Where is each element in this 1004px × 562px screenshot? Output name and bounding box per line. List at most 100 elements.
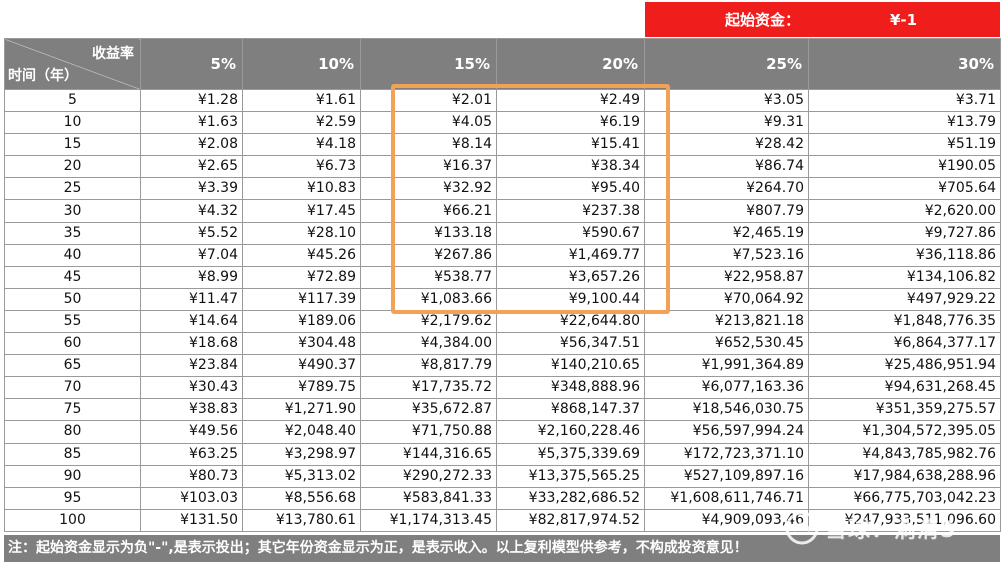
table-row: 35 ¥5.52 ¥28.10 ¥133.18 ¥590.67 ¥2,465.19 ¥9,7… bbox=[4, 221, 1001, 245]
value-cell: ¥264.70 bbox=[644, 177, 809, 201]
value-cell: ¥304.48 bbox=[242, 332, 361, 356]
value-cell: ¥18,546,030.75 bbox=[644, 398, 809, 422]
value-cell: ¥22,958.87 bbox=[644, 265, 809, 289]
value-cell: ¥45.26 bbox=[242, 243, 361, 267]
snowball-logo-icon bbox=[785, 511, 819, 545]
value-cell: ¥4.05 bbox=[360, 111, 497, 135]
year-cell: 65 bbox=[4, 354, 141, 378]
value-cell: ¥1,083.66 bbox=[360, 287, 497, 311]
table-row: 55 ¥14.64 ¥189.06 ¥2,179.62 ¥22,644.80 ¥213,8… bbox=[4, 309, 1001, 334]
value-cell: ¥14.64 bbox=[140, 309, 243, 334]
table-row: 20 ¥2.65 ¥6.73 ¥16.37 ¥38.34 ¥86.74 ¥190.05 bbox=[4, 155, 1001, 179]
year-cell: 75 bbox=[4, 398, 141, 422]
value-cell: ¥63.25 bbox=[140, 442, 243, 466]
value-cell: ¥583,841.33 bbox=[360, 486, 497, 510]
value-cell: ¥3,657.26 bbox=[496, 265, 645, 289]
year-cell: 40 bbox=[4, 243, 141, 267]
value-cell: ¥8.99 bbox=[140, 265, 243, 289]
starting-capital-label: 起始资金： bbox=[725, 11, 801, 29]
year-cell: 35 bbox=[4, 221, 141, 245]
value-cell: ¥4,909,093,46 bbox=[644, 508, 809, 532]
rate-header: 25% bbox=[644, 38, 809, 90]
value-cell: ¥2,160,228.46 bbox=[496, 420, 645, 444]
value-cell: ¥17,735.72 bbox=[360, 376, 497, 400]
starting-capital-value: ¥-1 bbox=[890, 10, 918, 29]
value-cell: ¥2.65 bbox=[140, 155, 243, 179]
value-cell: ¥1.63 bbox=[140, 111, 243, 135]
value-cell: ¥51.19 bbox=[808, 133, 1001, 157]
value-cell: ¥56,597,994.24 bbox=[644, 420, 809, 444]
value-cell: ¥22,644.80 bbox=[496, 309, 645, 334]
value-cell: ¥38.83 bbox=[140, 398, 243, 422]
year-cell: 30 bbox=[4, 199, 141, 223]
value-cell: ¥80.73 bbox=[140, 464, 243, 488]
value-cell: ¥652,530.45 bbox=[644, 332, 809, 356]
year-cell: 60 bbox=[4, 332, 141, 356]
value-cell: ¥15.41 bbox=[496, 133, 645, 157]
value-cell: ¥95.40 bbox=[496, 177, 645, 201]
value-cell: ¥2.08 bbox=[140, 133, 243, 157]
value-cell: ¥527,109,897.16 bbox=[644, 464, 809, 488]
value-cell: ¥30.43 bbox=[140, 376, 243, 400]
value-cell: ¥28.10 bbox=[242, 221, 361, 245]
table-row: 15 ¥2.08 ¥4.18 ¥8.14 ¥15.41 ¥28.42 ¥51.19 bbox=[4, 133, 1001, 157]
value-cell: ¥6,864,377.17 bbox=[808, 332, 1001, 356]
value-cell: ¥7,523.16 bbox=[644, 243, 809, 267]
value-cell: ¥86.74 bbox=[644, 155, 809, 179]
value-cell: ¥13.79 bbox=[808, 111, 1001, 135]
compound-interest-table: 收益率 时间（年） 5% 10% 15% 20% 25% 30% 5 ¥1.28 ¥… bbox=[4, 38, 1001, 532]
value-cell: ¥1,174,313.45 bbox=[360, 508, 497, 532]
value-cell: ¥1,848,776.35 bbox=[808, 309, 1001, 334]
year-cell: 80 bbox=[4, 420, 141, 444]
value-cell: ¥3,298.97 bbox=[242, 442, 361, 466]
value-cell: ¥36,118.86 bbox=[808, 243, 1001, 267]
value-cell: ¥66.21 bbox=[360, 199, 497, 223]
rate-header: 30% bbox=[808, 38, 1001, 90]
value-cell: ¥237.38 bbox=[496, 199, 645, 223]
time-axis-label: 时间（年） bbox=[8, 68, 78, 84]
value-cell: ¥140,210.65 bbox=[496, 354, 645, 378]
year-cell: 90 bbox=[4, 464, 141, 488]
value-cell: ¥28.42 bbox=[644, 133, 809, 157]
value-cell: ¥25,486,951.94 bbox=[808, 354, 1001, 378]
value-cell: ¥290,272.33 bbox=[360, 464, 497, 488]
value-cell: ¥17.45 bbox=[242, 199, 361, 223]
table-row: 10 ¥1.63 ¥2.59 ¥4.05 ¥6.19 ¥9.31 ¥13.79 bbox=[4, 111, 1001, 135]
rate-axis-label: 收益率 bbox=[92, 46, 134, 62]
value-cell: ¥16.37 bbox=[360, 155, 497, 179]
value-cell: ¥10.83 bbox=[242, 177, 361, 201]
watermark: 雪球：淌清5 bbox=[785, 508, 956, 548]
value-cell: ¥1,271.90 bbox=[242, 398, 361, 422]
value-cell: ¥2,465.19 bbox=[644, 221, 809, 245]
starting-capital-banner: 起始资金： ¥-1 bbox=[645, 2, 1000, 37]
value-cell: ¥66,775,703,042.23 bbox=[808, 486, 1001, 510]
value-cell: ¥190.05 bbox=[808, 155, 1001, 179]
value-cell: ¥33,282,686.52 bbox=[496, 486, 645, 510]
value-cell: ¥144,316.65 bbox=[360, 442, 497, 466]
value-cell: ¥72.89 bbox=[242, 265, 361, 289]
value-cell: ¥32.92 bbox=[360, 177, 497, 201]
value-cell: ¥4.32 bbox=[140, 199, 243, 223]
value-cell: ¥17,984,638,288.96 bbox=[808, 464, 1001, 488]
year-cell: 70 bbox=[4, 376, 141, 400]
value-cell: ¥133.18 bbox=[360, 221, 497, 245]
value-cell: ¥348,888.96 bbox=[496, 376, 645, 400]
year-cell: 50 bbox=[4, 287, 141, 311]
value-cell: ¥13,780.61 bbox=[242, 508, 361, 532]
table-row: 40 ¥7.04 ¥45.26 ¥267.86 ¥1,469.77 ¥7,523.16 ¥3… bbox=[4, 243, 1001, 267]
value-cell: ¥8.14 bbox=[360, 133, 497, 157]
year-cell: 85 bbox=[4, 442, 141, 466]
value-cell: ¥3.39 bbox=[140, 177, 243, 201]
value-cell: ¥5.52 bbox=[140, 221, 243, 245]
value-cell: ¥4.18 bbox=[242, 133, 361, 157]
value-cell: ¥117.39 bbox=[242, 287, 361, 311]
value-cell: ¥13,375,565.25 bbox=[496, 464, 645, 488]
value-cell: ¥2.59 bbox=[242, 111, 361, 135]
value-cell: ¥9,727.86 bbox=[808, 221, 1001, 245]
value-cell: ¥7.04 bbox=[140, 243, 243, 267]
rate-header: 10% bbox=[242, 38, 361, 90]
value-cell: ¥497,929.22 bbox=[808, 287, 1001, 311]
value-cell: ¥247,933,511,096.60 bbox=[808, 508, 1001, 532]
table-row: 95 ¥103.03 ¥8,556.68 ¥583,841.33 ¥33,282,686… bbox=[4, 486, 1001, 510]
